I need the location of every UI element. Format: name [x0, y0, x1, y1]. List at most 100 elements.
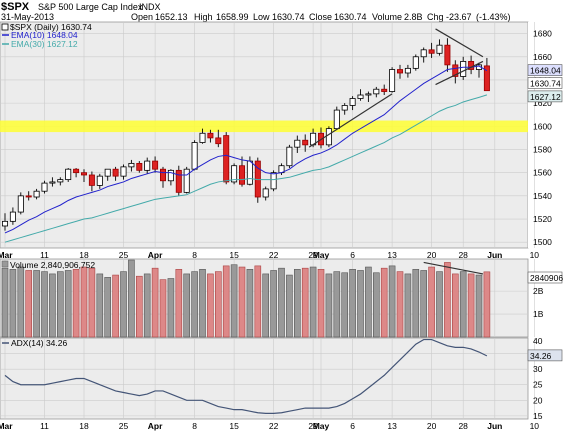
ema10-line: [4, 65, 488, 234]
triangle-lower-line: [435, 60, 484, 86]
candlestick: [238, 156, 245, 187]
candle-body-down: [452, 64, 459, 77]
candlestick: [57, 177, 64, 186]
candle-body-down: [88, 174, 95, 186]
volume-value-badge: 2840906: [527, 271, 563, 284]
candle-body-up: [144, 160, 151, 171]
volume-bar: [88, 267, 96, 338]
volume-bar: [380, 267, 388, 338]
volume-bar: [309, 266, 317, 338]
price-value-badges: 1648.04 1627.12 1630.74: [527, 64, 563, 103]
candle-body-down: [136, 162, 143, 171]
price-x-tick-label: Jun: [487, 250, 502, 260]
candlestick: [144, 157, 151, 174]
price-x-tick-label: 15: [229, 250, 239, 260]
candle-body-up: [2, 220, 8, 227]
candle-body-up: [270, 172, 277, 190]
candlestick: [183, 166, 190, 194]
candlestick: [357, 89, 364, 101]
candlestick: [341, 103, 348, 115]
quote-stats: Open 1652.13 High 1658.99 Low 1630.74 Cl…: [131, 12, 511, 22]
volume-bar: [159, 279, 167, 338]
adx-tick-label: 40: [533, 336, 543, 346]
bottom-x-tick-label: Jun: [487, 421, 502, 431]
candle-body-up: [325, 128, 332, 146]
price-panel-bg: [0, 21, 529, 249]
volume-bar: [25, 270, 33, 338]
candlestick: [231, 163, 238, 185]
volume-value: 2.8B: [404, 12, 423, 22]
candle-body-up: [357, 94, 364, 99]
bottom-x-tick-label: 6: [350, 421, 355, 431]
volume-bar: [459, 271, 467, 338]
candlestick: [191, 140, 198, 171]
price-badge-ema30: 1627.12: [527, 90, 563, 103]
candle-body-up: [365, 93, 372, 96]
bottom-x-tick-label: 20: [427, 421, 437, 431]
price-tick-label: 1520: [533, 214, 552, 224]
candle-body-up: [167, 169, 174, 182]
price-tick-label: 1600: [533, 121, 552, 131]
price-x-tick-label: 28: [458, 250, 468, 260]
bottom-x-tick-label: 8: [192, 421, 197, 431]
volume-bar: [349, 269, 356, 338]
price-axis-ticks: 1500152015401560158016001620164016601680: [533, 29, 552, 248]
volume-bar: [128, 259, 135, 338]
candle-body-up: [183, 168, 190, 193]
price-x-tick-label: 10: [530, 250, 540, 260]
candlestick: [349, 96, 356, 111]
trend-annotations: [308, 28, 484, 148]
volume-bar: [365, 266, 372, 338]
price-tick-label: 1680: [533, 29, 552, 39]
price-tick-label: 1660: [533, 52, 552, 62]
price-tick-label: 1560: [533, 168, 552, 178]
volume-legend: Volume 2,840,906,752: [1, 260, 95, 270]
volume-bar: [104, 277, 111, 338]
candlestick: [96, 173, 103, 189]
volume-bar: [191, 271, 198, 338]
bottom-x-tick-label: 11: [40, 421, 49, 431]
candlestick: [88, 171, 95, 192]
candle-body-up: [262, 188, 269, 198]
candlestick: [17, 192, 24, 215]
adx-line: [4, 338, 488, 414]
volume-bar: [262, 273, 270, 338]
volume-bar: [278, 267, 285, 338]
adx-badge: 34.26: [527, 349, 563, 362]
bottom-x-tick-label: 15: [229, 421, 239, 431]
candlestick: [444, 38, 451, 72]
candlestick: [436, 39, 443, 56]
volume-bar: [420, 270, 428, 338]
price-badge-ema10-text: 1648.04: [530, 66, 561, 76]
bottom-x-tick-label: 10: [530, 421, 540, 431]
volume-bar: [136, 275, 143, 338]
price-badge-close-text: 1630.74: [530, 78, 561, 88]
candlestick: [167, 169, 174, 186]
candlestick: [381, 84, 388, 96]
symbol-title: $SPX: [1, 1, 30, 13]
bottom-x-tick-label: May: [313, 421, 330, 431]
candle-body-up: [49, 181, 56, 184]
candle-body-up: [333, 109, 340, 130]
adx-panel: 152025303540 ADX(14) 34.26 34.26: [0, 336, 563, 421]
price-panel: 1500152015401560158016001620164016601680…: [0, 21, 564, 249]
volume-bar: [317, 269, 325, 338]
volume-bar: [293, 269, 301, 338]
candlestick: [428, 42, 435, 58]
low-value: 1630.74: [272, 12, 305, 22]
open-label: Open: [131, 12, 153, 22]
bottom-x-tick-label: 28: [458, 421, 468, 431]
candle-body-up: [412, 56, 419, 69]
candle-body-up: [9, 211, 16, 222]
candlestick: [159, 166, 166, 188]
candle-body-up: [33, 190, 40, 198]
candle-body-down: [215, 137, 222, 145]
volume-bar: [412, 269, 420, 338]
candle-body-up: [294, 139, 301, 148]
price-x-tick-label: 18: [79, 250, 89, 260]
volume-bar: [301, 267, 309, 338]
price-x-tick-label: 25: [119, 250, 129, 260]
volume-bar: [428, 266, 435, 338]
price-x-tick-label: 8: [192, 250, 197, 260]
candle-body-up: [57, 179, 64, 183]
